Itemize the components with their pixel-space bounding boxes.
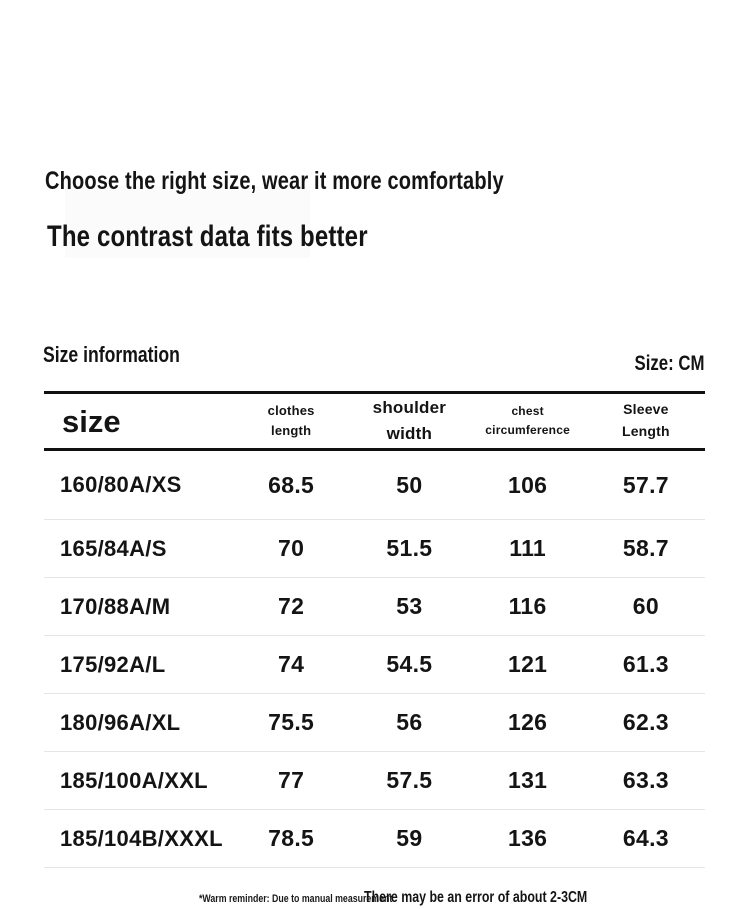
size-cell: 180/96A/XL <box>60 709 181 735</box>
page-heading-secondary-text: The contrast data fits better <box>47 220 368 253</box>
chest-circumference-cell: 116 <box>508 593 547 619</box>
size-table: size clothes length shoulder width chest… <box>44 391 705 868</box>
size-cell: 185/100A/XXL <box>60 767 208 793</box>
shoulder-width-cell: 54.5 <box>386 651 433 677</box>
shoulder-width-cell: 51.5 <box>386 535 433 561</box>
page-heading-secondary: The contrast data fits better <box>47 220 448 254</box>
table-header-row: size clothes length shoulder width chest… <box>44 394 705 451</box>
clothes-length-cell: 74 <box>278 651 305 677</box>
header-chest-circumference: chest circumference <box>485 404 570 437</box>
measurement-error-note: There may be an error of about 2-3CM <box>364 889 588 906</box>
sleeve-length-cell: 61.3 <box>622 651 669 677</box>
chest-circumference-cell: 106 <box>507 471 548 498</box>
clothes-length-cell: 75.5 <box>268 709 315 735</box>
size-information-label: Size information <box>43 342 180 367</box>
sleeve-length-cell: 58.7 <box>622 535 669 561</box>
header-sleeve-length: Sleeve Length <box>621 401 670 439</box>
sleeve-length-cell: 62.3 <box>622 709 669 735</box>
clothes-length-cell: 72 <box>278 593 305 619</box>
header-shoulder-width: shoulder width <box>372 397 447 443</box>
chest-circumference-cell: 126 <box>507 709 548 735</box>
table-row: 170/88A/M 72 53 116 60 <box>44 578 705 636</box>
table-row: 160/80A/XS 68.5 50 106 57.7 <box>44 451 705 520</box>
chest-circumference-cell: 131 <box>507 767 548 793</box>
shoulder-width-cell: 56 <box>396 709 423 735</box>
shoulder-width-cell: 53 <box>396 593 423 619</box>
shoulder-width-cell: 50 <box>396 471 423 498</box>
table-row: 185/104B/XXXL 78.5 59 136 64.3 <box>44 810 705 868</box>
clothes-length-cell: 78.5 <box>268 825 315 851</box>
clothes-length-cell: 70 <box>278 535 305 561</box>
table-row: 165/84A/S 70 51.5 111 58.7 <box>44 520 705 578</box>
table-row: 180/96A/XL 75.5 56 126 62.3 <box>44 694 705 752</box>
clothes-length-cell: 68.5 <box>268 471 315 498</box>
size-cell: 160/80A/XS <box>60 472 182 497</box>
sleeve-length-cell: 64.3 <box>622 825 669 851</box>
table-row: 175/92A/L 74 54.5 121 61.3 <box>44 636 705 694</box>
size-cell: 185/104B/XXXL <box>60 825 223 851</box>
size-cell: 175/92A/L <box>60 651 166 677</box>
header-size: size <box>62 403 121 439</box>
chest-circumference-cell: 136 <box>507 825 548 851</box>
page-heading-primary: Choose the right size, wear it more comf… <box>45 167 618 196</box>
shoulder-width-cell: 59 <box>396 825 423 851</box>
table-row: 185/100A/XXL 77 57.5 131 63.3 <box>44 752 705 810</box>
size-cell: 170/88A/M <box>60 593 171 619</box>
chest-circumference-cell: 121 <box>507 651 548 677</box>
sleeve-length-cell: 63.3 <box>622 767 669 793</box>
warm-reminder-note: *Warm reminder: Due to manual measuremen… <box>199 893 393 905</box>
header-clothes-length: clothes length <box>267 402 315 438</box>
chest-circumference-cell: 111 <box>509 535 546 561</box>
clothes-length-cell: 77 <box>278 767 305 793</box>
page-heading-primary-text: Choose the right size, wear it more comf… <box>45 167 504 195</box>
shoulder-width-cell: 57.5 <box>386 767 433 793</box>
sleeve-length-cell: 60 <box>632 593 659 619</box>
size-unit-label: Size: CM <box>634 352 705 375</box>
sleeve-length-cell: 57.7 <box>622 471 669 498</box>
size-cell: 165/84A/S <box>60 535 167 561</box>
